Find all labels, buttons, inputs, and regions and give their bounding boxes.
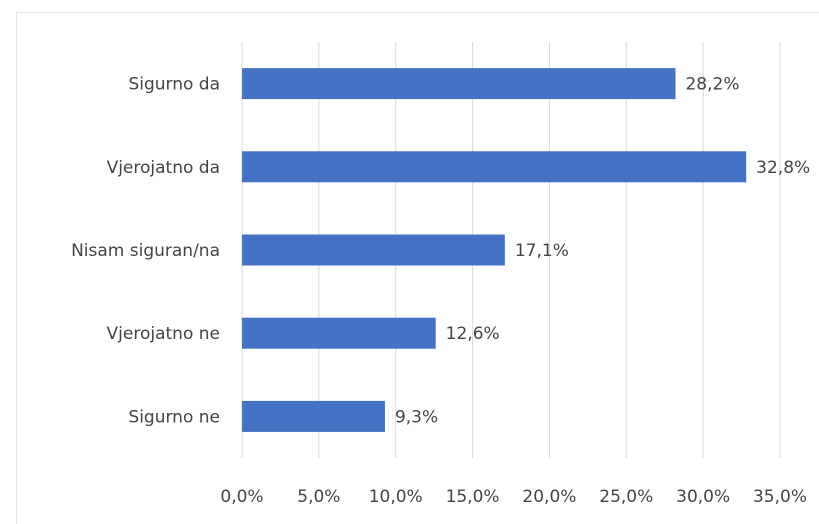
bar: [242, 234, 505, 266]
x-tick-label: 25,0%: [599, 487, 653, 507]
x-tick-label: 0,0%: [220, 487, 263, 507]
bar: [242, 400, 385, 432]
data-labels: 28,2% 32,8% 17,1% 12,6% 9,3%: [395, 75, 810, 428]
x-tick-label: 20,0%: [522, 487, 576, 507]
bars: [242, 68, 747, 432]
x-tick-label: 5,0%: [297, 487, 340, 507]
bar: [242, 317, 436, 349]
category-label: Vjerojatno da: [107, 158, 220, 178]
bar: [242, 151, 747, 183]
x-axis-tick-labels: 0,0% 5,0% 10,0% 15,0% 20,0% 25,0% 30,0% 35,0%: [220, 487, 807, 507]
data-label: 9,3%: [395, 407, 438, 427]
data-label: 12,6%: [446, 324, 500, 344]
category-label: Vjerojatno ne: [107, 324, 220, 344]
data-label: 28,2%: [685, 75, 739, 95]
category-label: Sigurno ne: [128, 407, 220, 427]
x-tick-label: 15,0%: [446, 487, 500, 507]
data-label: 17,1%: [515, 241, 569, 261]
bar: [242, 68, 676, 100]
data-label: 32,8%: [756, 158, 810, 178]
x-tick-label: 10,0%: [369, 487, 423, 507]
x-tick-label: 35,0%: [753, 487, 807, 507]
category-label: Sigurno da: [128, 75, 220, 95]
category-label: Nisam siguran/na: [71, 241, 220, 261]
x-tick-label: 30,0%: [676, 487, 730, 507]
category-labels: Sigurno da Vjerojatno da Nisam siguran/na V…: [71, 75, 220, 428]
